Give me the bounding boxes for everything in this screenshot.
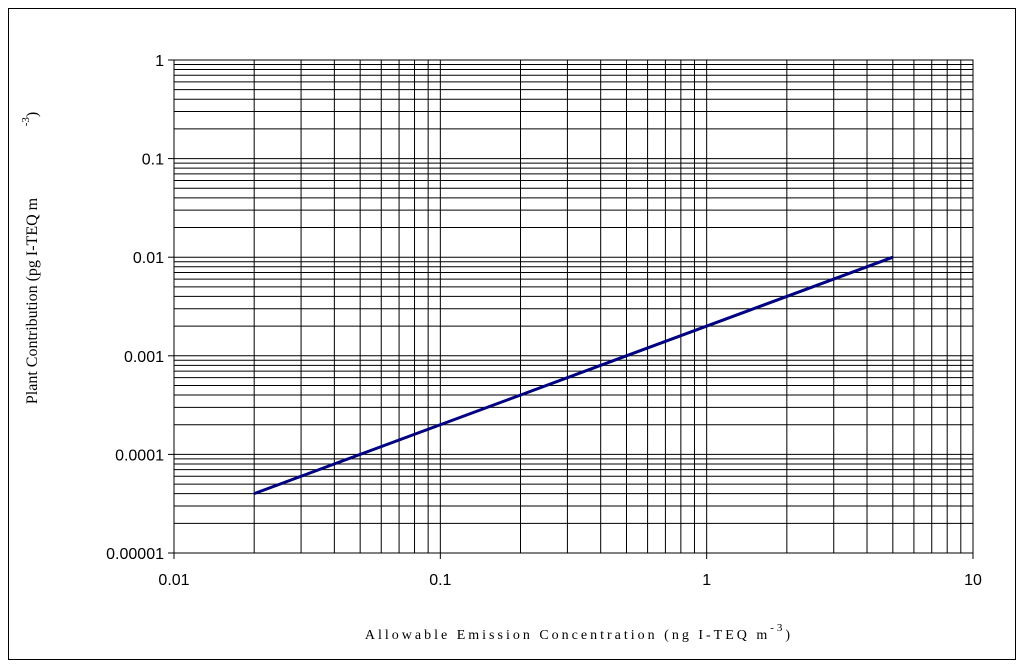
grid-lines	[173, 60, 973, 554]
chart-frame: 0.01 0.1 1 10 0.00001 0.0001 0.001 0.01 0.1 1 Al…	[8, 8, 1016, 660]
y-axis-title: Plant Contribution (pg I-TEQ m	[24, 197, 41, 404]
y-axis-title-main: Plant Contribution (pg I-TEQ m	[24, 197, 41, 404]
x-tick-label: 0.01	[158, 572, 189, 589]
y-tick-label: 1	[155, 53, 164, 70]
x-tick-label: 10	[964, 572, 982, 589]
series-layer	[253, 255, 894, 496]
y-tick-label: 0.1	[142, 152, 164, 169]
x-axis-title-superscript: -3	[770, 622, 785, 634]
y-axis-title-end: )	[24, 112, 41, 117]
x-axis-title-main: Allowable Emission Concentration (ng I-T…	[365, 628, 770, 643]
y-tick-label: 0.0001	[115, 447, 164, 464]
x-axis-ticks: 0.01 0.1 1 10	[158, 553, 982, 589]
plot-area	[173, 59, 974, 554]
x-axis-title: Allowable Emission Concentration (ng I-T…	[365, 622, 793, 643]
y-tick-label: 0.01	[133, 250, 164, 267]
x-axis-title-end: )	[785, 628, 793, 643]
y-tick-label: 0.00001	[106, 546, 164, 563]
y-tick-label: 0.001	[124, 349, 164, 366]
y-axis-title-unit: -3)	[20, 112, 41, 127]
log-log-chart: 0.01 0.1 1 10 0.00001 0.0001 0.001 0.01 0.1 1 Al…	[20, 53, 982, 643]
y-axis-title-superscript: -3	[20, 117, 32, 127]
series-line	[253, 255, 894, 496]
x-tick-label: 1	[702, 572, 711, 589]
y-axis-ticks: 0.00001 0.0001 0.001 0.01 0.1 1	[106, 53, 174, 563]
x-tick-label: 0.1	[429, 572, 451, 589]
